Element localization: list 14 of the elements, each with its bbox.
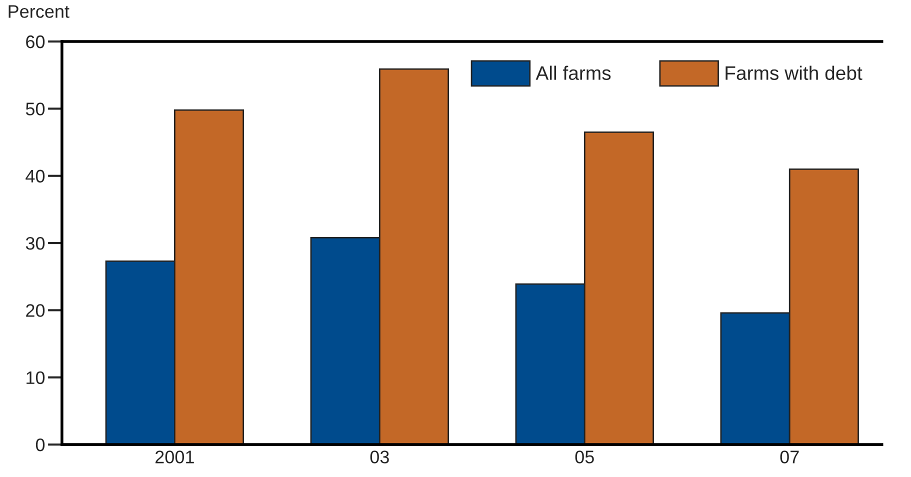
- y-tick-label: 10: [26, 371, 45, 384]
- y-axis-title: Percent: [8, 5, 70, 18]
- y-tick-label: 0: [36, 438, 45, 452]
- y-tick-label: 50: [26, 102, 45, 116]
- y-tick-label: 30: [26, 236, 45, 250]
- x-tick-label: 05: [575, 450, 594, 464]
- y-tick-label: 60: [26, 35, 45, 48]
- x-tick-label: 2001: [156, 450, 194, 464]
- legend-label: Farms with debt: [726, 66, 862, 80]
- y-tick-label: 20: [26, 304, 45, 317]
- x-tick-label: 03: [370, 450, 389, 464]
- x-tick-label: 07: [780, 450, 799, 464]
- legend-label: All farms: [536, 66, 611, 80]
- y-tick-label: 40: [26, 170, 45, 183]
